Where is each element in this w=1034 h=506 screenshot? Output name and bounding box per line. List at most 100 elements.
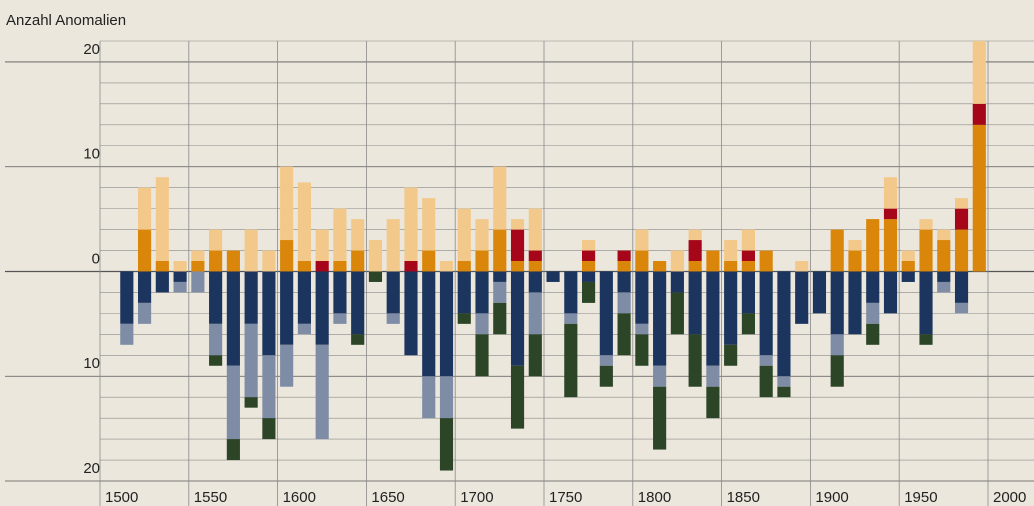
bar-segment	[262, 355, 276, 419]
bar-segment	[510, 365, 525, 429]
y-tick-label: 10	[83, 146, 100, 163]
bar-segment	[138, 302, 152, 324]
bar-segment	[528, 261, 542, 272]
bar-segment	[901, 261, 915, 272]
bar-segment	[475, 250, 489, 272]
bar-segment	[724, 261, 738, 272]
bar-segment	[297, 271, 311, 324]
bar-segment	[919, 229, 933, 272]
bar-segment	[954, 302, 969, 314]
bar-segment	[386, 313, 400, 324]
bar-segment	[315, 344, 329, 440]
bar-segment	[937, 240, 951, 272]
bar-segment	[635, 229, 649, 251]
bar-segment	[493, 302, 507, 335]
bar-segment	[280, 166, 294, 241]
bar-segment	[830, 355, 844, 387]
bar-segment	[510, 271, 525, 366]
bar-segment	[386, 219, 400, 272]
bar-segment	[475, 334, 489, 377]
bar-segment	[226, 365, 240, 440]
bar-segment	[883, 271, 898, 314]
bar-segment	[475, 271, 489, 314]
bar-segment	[404, 261, 418, 272]
x-tick-label: 1750	[549, 489, 582, 506]
bar-segment	[919, 334, 933, 345]
bar-segment	[972, 41, 986, 104]
bar-segment	[724, 271, 738, 345]
bar-segment	[493, 166, 507, 230]
bar-segment	[582, 271, 596, 282]
bar-segment	[653, 271, 667, 366]
bar-segment	[901, 271, 915, 282]
bar-segment	[226, 271, 240, 366]
bar-segment	[706, 386, 720, 419]
bar-segment	[155, 261, 169, 272]
bar-segment	[653, 261, 667, 272]
bar-segment	[599, 271, 613, 356]
bar-segment	[351, 334, 365, 345]
bar-segment	[475, 219, 489, 251]
bar-segment	[333, 271, 347, 314]
x-tick-label: 1600	[283, 489, 316, 506]
bar-segment	[937, 271, 951, 282]
x-tick-label: 1650	[371, 489, 404, 506]
bar-segment	[599, 365, 613, 387]
bar-segment	[173, 271, 187, 282]
bar-segment	[759, 271, 773, 356]
bar-segment	[209, 271, 223, 324]
bar-segment	[439, 261, 454, 272]
y-tick-label: 20	[83, 460, 100, 477]
bar-segment	[439, 418, 454, 471]
bar-segment	[954, 198, 969, 209]
bar-segment	[528, 250, 542, 261]
bar-segment	[741, 271, 755, 314]
bar-segment	[280, 271, 294, 345]
bar-segment	[670, 271, 684, 293]
bar-segment	[475, 313, 489, 335]
bar-segment	[688, 261, 702, 272]
bar-segment	[599, 355, 613, 366]
x-tick-label: 1550	[194, 489, 227, 506]
bar-segment	[582, 261, 596, 272]
bar-segment	[510, 219, 525, 230]
bar-segment	[706, 271, 720, 366]
bar-segment	[582, 281, 596, 303]
bar-segment	[759, 365, 773, 398]
y-tick-label: 20	[83, 41, 100, 58]
bar-segment	[866, 219, 880, 272]
bar-segment	[191, 261, 205, 272]
bar-segment	[759, 355, 773, 366]
bar-segment	[582, 250, 596, 261]
bar-segment	[617, 313, 631, 356]
bar-segment	[439, 376, 454, 419]
bar-segment	[688, 334, 702, 387]
bar-segment	[333, 208, 347, 261]
bar-segment	[209, 229, 223, 251]
bar-segment	[848, 271, 862, 335]
bar-segment	[795, 261, 809, 272]
y-tick-label: 0	[92, 250, 100, 267]
x-tick-label: 1950	[904, 489, 937, 506]
bar-segment	[564, 313, 578, 324]
bar-segment	[422, 250, 436, 272]
bar-segment	[741, 250, 755, 261]
bar-segment	[351, 219, 365, 251]
bar-segment	[617, 271, 631, 293]
bar-segment	[777, 271, 791, 377]
bar-segment	[741, 229, 755, 251]
bar-segment	[954, 229, 969, 272]
bar-segment	[635, 323, 649, 335]
bar-segment	[670, 292, 684, 335]
bar-segment	[138, 271, 152, 303]
bar-segment	[404, 187, 418, 261]
bar-segment	[138, 187, 152, 230]
bar-segment	[457, 208, 471, 261]
bar-segment	[297, 323, 311, 335]
bar-segment	[706, 365, 720, 387]
bar-segment	[173, 261, 187, 272]
bar-segment	[155, 177, 169, 261]
bar-segment	[653, 365, 667, 387]
bar-segment	[386, 271, 400, 314]
